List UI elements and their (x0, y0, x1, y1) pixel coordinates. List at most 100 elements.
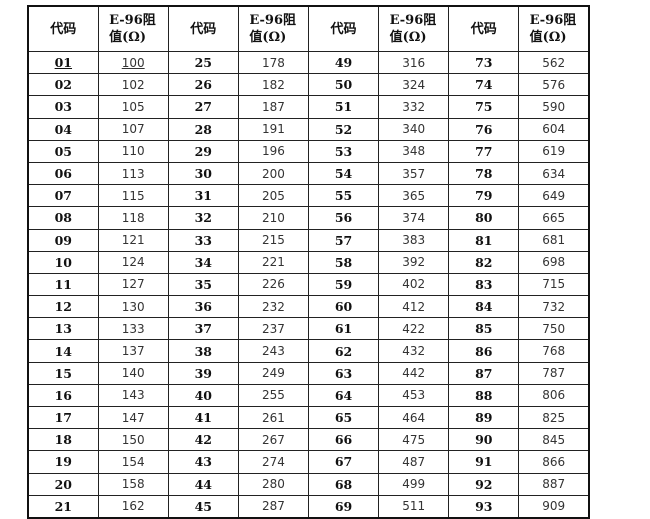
code-cell: 73 (448, 50, 520, 75)
code-cell: 76 (448, 117, 520, 141)
resistance-cell: 392 (378, 250, 450, 274)
code-cell: 04 (27, 117, 99, 141)
table-row: 11 127 35 226 59 402 83 715 (27, 272, 590, 297)
resistance-cell: 182 (237, 73, 310, 97)
code-cell: 68 (307, 472, 380, 496)
resistance-cell: 215 (237, 228, 310, 252)
code-cell: 31 (167, 184, 239, 208)
code-cell: 37 (167, 317, 239, 341)
code-cell: 63 (307, 361, 380, 385)
resistance-cell: 357 (378, 161, 450, 186)
code-cell: 80 (448, 206, 520, 230)
table-row: 08 118 32 210 56 374 80 665 (27, 206, 590, 230)
code-cell: 90 (448, 428, 520, 452)
resistance-cell: 787 (518, 361, 590, 385)
resistance-cell: 249 (237, 361, 310, 385)
table-row: 01 100 25 178 49 316 73 562 (27, 50, 590, 75)
table-row: 20 158 44 280 68 499 92 887 (27, 472, 590, 496)
resistance-cell: 825 (518, 405, 590, 430)
resistance-cell: 118 (97, 206, 169, 230)
code-cell: 40 (167, 383, 239, 408)
code-cell: 26 (167, 73, 239, 97)
resistance-cell: 178 (237, 50, 310, 75)
resistance-cell: 205 (237, 184, 310, 208)
code-cell: 36 (167, 295, 239, 319)
resistance-cell: 340 (378, 117, 450, 141)
code-cell: 45 (167, 494, 239, 519)
header-value: E-96阻值(Ω) (97, 5, 169, 52)
resistance-cell: 221 (237, 250, 310, 274)
resistance-cell: 604 (518, 117, 590, 141)
code-cell: 15 (27, 361, 99, 385)
code-cell: 83 (448, 272, 520, 297)
code-cell: 93 (448, 494, 520, 519)
code-cell: 88 (448, 383, 520, 408)
header-code-label: 代码 (190, 21, 217, 37)
code-cell: 28 (167, 117, 239, 141)
resistance-cell: 226 (237, 272, 310, 297)
code-cell: 64 (307, 383, 380, 408)
table-row: 05 110 29 196 53 348 77 619 (27, 139, 590, 163)
resistance-cell: 412 (378, 295, 450, 319)
resistance-cell: 210 (237, 206, 310, 230)
header-value: E-96阻值(Ω) (518, 5, 590, 52)
code-cell: 89 (448, 405, 520, 430)
resistance-cell: 324 (378, 73, 450, 97)
code-cell: 42 (167, 428, 239, 452)
resistance-cell: 115 (97, 184, 169, 208)
resistance-cell: 261 (237, 405, 310, 430)
code-cell: 32 (167, 206, 239, 230)
resistance-cell: 287 (237, 494, 310, 519)
code-cell: 43 (167, 450, 239, 474)
code-cell: 21 (27, 494, 99, 519)
resistance-cell: 383 (378, 228, 450, 252)
code-cell: 11 (27, 272, 99, 297)
resistance-cell: 909 (518, 494, 590, 519)
table-row: 15 140 39 249 63 442 87 787 (27, 361, 590, 385)
resistance-cell: 102 (97, 73, 169, 97)
code-cell: 82 (448, 250, 520, 274)
code-cell: 19 (27, 450, 99, 474)
e96-resistor-code-table: 代码 E-96阻值(Ω) 代码 E-96阻值(Ω) 代码 E-96阻值(Ω) 代… (27, 5, 590, 519)
code-cell: 33 (167, 228, 239, 252)
header-code: 代码 (167, 5, 239, 52)
resistance-cell: 158 (97, 472, 169, 496)
table-row: 19 154 43 274 67 487 91 866 (27, 450, 590, 474)
resistance-cell: 191 (237, 117, 310, 141)
code-cell: 10 (27, 250, 99, 274)
table-row: 21 162 45 287 69 511 93 909 (27, 494, 590, 519)
resistance-cell: 845 (518, 428, 590, 452)
code-cell: 51 (307, 95, 380, 119)
resistance-cell: 374 (378, 206, 450, 230)
table-row: 17 147 41 261 65 464 89 825 (27, 405, 590, 430)
code-cell: 25 (167, 50, 239, 75)
code-cell: 01 (27, 50, 99, 75)
resistance-cell: 130 (97, 295, 169, 319)
resistance-cell: 200 (237, 161, 310, 186)
resistance-cell: 634 (518, 161, 590, 186)
header-value: E-96阻值(Ω) (378, 5, 450, 52)
resistance-cell: 332 (378, 95, 450, 119)
code-cell: 65 (307, 405, 380, 430)
resistance-cell: 768 (518, 339, 590, 363)
resistance-cell: 665 (518, 206, 590, 230)
resistance-cell: 698 (518, 250, 590, 274)
resistance-cell: 649 (518, 184, 590, 208)
resistance-cell: 442 (378, 361, 450, 385)
resistance-cell: 681 (518, 228, 590, 252)
resistance-cell: 887 (518, 472, 590, 496)
table-body: 01 100 25 178 49 316 73 562 02 102 26 182 50 324 74 576… (27, 50, 590, 519)
resistance-cell: 121 (97, 228, 169, 252)
table-row: 03 105 27 187 51 332 75 590 (27, 95, 590, 119)
resistance-cell: 110 (97, 139, 169, 163)
code-cell: 18 (27, 428, 99, 452)
header-value-label: E-96阻值(Ω) (529, 13, 577, 45)
resistance-cell: 196 (237, 139, 310, 163)
header-value-label: E-96阻值(Ω) (389, 13, 437, 45)
table-row: 09 121 33 215 57 383 81 681 (27, 228, 590, 252)
code-cell: 69 (307, 494, 380, 519)
header-code-label: 代码 (50, 21, 77, 37)
code-cell: 60 (307, 295, 380, 319)
resistance-cell: 274 (237, 450, 310, 474)
code-cell: 13 (27, 317, 99, 341)
